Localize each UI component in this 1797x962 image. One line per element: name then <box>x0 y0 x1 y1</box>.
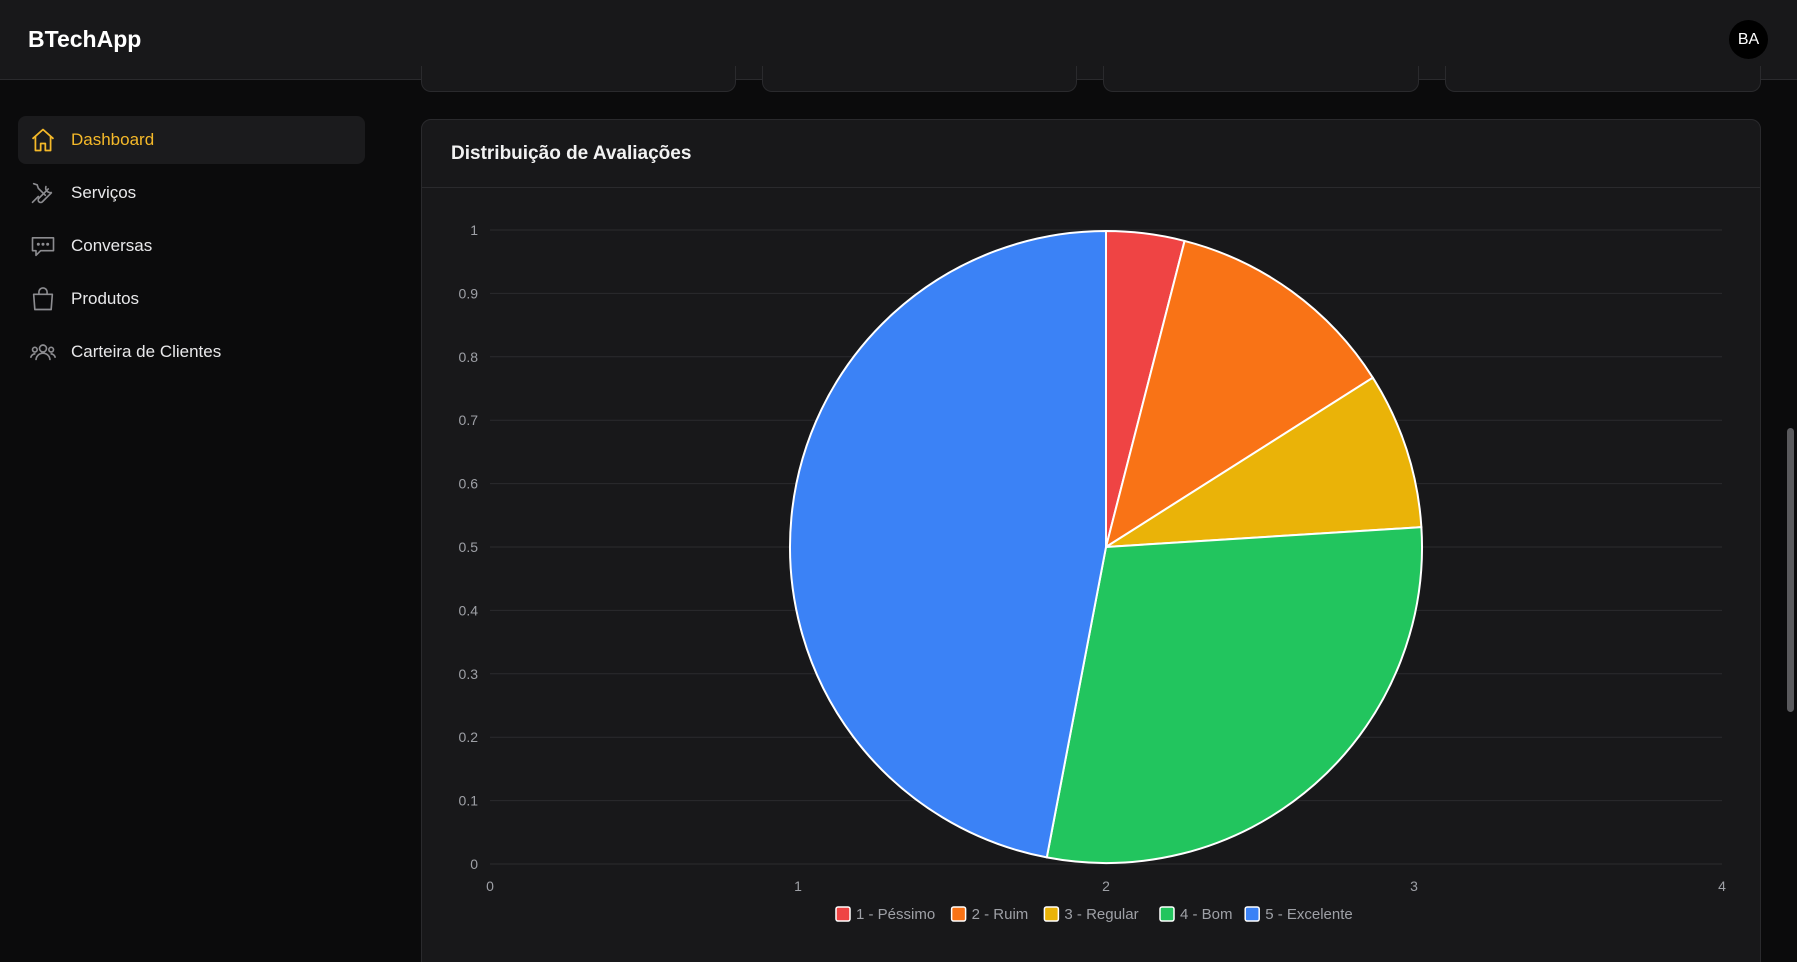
sidebar-item-produtos[interactable]: Produtos <box>18 275 365 323</box>
pie-slice[interactable] <box>1105 239 1374 548</box>
legend-item[interactable]: 2 - Ruim <box>950 906 1029 923</box>
x-tick-label: 1 <box>794 878 802 894</box>
legend-item[interactable]: 4 - Bom <box>1159 906 1233 923</box>
avatar[interactable]: BA <box>1729 20 1768 59</box>
legend-swatch <box>950 906 967 922</box>
legend-label: 1 - Péssimo <box>856 906 935 923</box>
y-tick-label: 0 <box>470 856 478 872</box>
home-icon <box>29 126 57 154</box>
bag-icon <box>29 285 57 313</box>
legend-swatch <box>1043 906 1060 922</box>
chat-icon <box>29 232 57 260</box>
sidebar-item-carteira-de-clientes[interactable]: Carteira de Clientes <box>18 328 365 376</box>
pie-slice[interactable] <box>1105 376 1423 548</box>
page-scrollbar[interactable] <box>1787 428 1794 712</box>
ratings-chart-card: Distribuição de Avaliações 0 0.1 0.2 0.3 0.4… <box>421 119 1761 962</box>
summary-card <box>1103 66 1419 92</box>
sidebar-item-label: Serviços <box>71 183 137 202</box>
y-tick-label: 0.4 <box>459 602 479 618</box>
legend-label: 2 - Ruim <box>972 906 1029 923</box>
sidebar-item-label: Dashboard <box>71 130 155 149</box>
sidebar-item-label: Carteira de Clientes <box>71 342 222 361</box>
y-tick-label: 0.7 <box>459 412 479 428</box>
y-tick-label: 0.2 <box>459 729 479 745</box>
sidebar: Dashboard Serviços Conversas Produtos Ca… <box>18 116 365 381</box>
y-tick-label: 0.8 <box>459 349 479 365</box>
sidebar-item-servicos[interactable]: Serviços <box>18 169 365 217</box>
y-tick-label: 0.6 <box>459 476 479 492</box>
sidebar-item-dashboard[interactable]: Dashboard <box>18 116 365 164</box>
sidebar-item-conversas[interactable]: Conversas <box>18 222 365 270</box>
chart-legend: 1 - Péssimo 2 - Ruim 3 - Regular 4 - Bom 5 -… <box>835 906 1353 923</box>
pie-slice[interactable] <box>789 230 1107 859</box>
pie-chart: 0 0.1 0.2 0.3 0.4 0.5 0.6 0.7 0.8 0.9 1 0 1 2 3 4 1 - P… <box>459 222 1727 923</box>
y-tick-label: 0.5 <box>459 539 479 555</box>
sidebar-item-label: Conversas <box>71 236 153 255</box>
legend-item[interactable]: 3 - Regular <box>1043 906 1139 923</box>
legend-item[interactable]: 5 - Excelente <box>1244 906 1353 923</box>
x-tick-label: 4 <box>1718 878 1726 894</box>
legend-label: 3 - Regular <box>1064 906 1138 923</box>
chart-ticks: 0 0.1 0.2 0.3 0.4 0.5 0.6 0.7 0.8 0.9 1 0 1 2 3 4 <box>459 222 1727 894</box>
summary-card <box>1445 66 1761 92</box>
chart-card-header: Distribuição de Avaliações <box>422 120 1760 188</box>
y-tick-label: 1 <box>470 222 478 238</box>
pie-slice[interactable] <box>1045 526 1423 864</box>
chart-title: Distribuição de Avaliações <box>451 142 692 164</box>
tools-icon <box>29 179 57 207</box>
legend-swatch <box>1244 906 1260 922</box>
legend-swatch <box>1159 906 1175 922</box>
y-tick-label: 0.9 <box>459 285 479 301</box>
x-tick-label: 3 <box>1410 878 1418 894</box>
summary-card <box>762 66 1077 92</box>
legend-swatch <box>835 906 851 922</box>
chart-slices <box>789 230 1423 864</box>
legend-label: 4 - Bom <box>1180 906 1233 923</box>
legend-item[interactable]: 1 - Péssimo <box>835 906 935 923</box>
app-title: BTechApp <box>28 26 142 52</box>
users-icon <box>29 338 57 366</box>
legend-label: 5 - Excelente <box>1265 906 1353 923</box>
x-tick-label: 0 <box>486 878 494 894</box>
sidebar-item-label: Produtos <box>71 289 140 308</box>
y-tick-label: 0.3 <box>459 666 479 682</box>
x-tick-label: 2 <box>1102 878 1110 894</box>
y-tick-label: 0.1 <box>459 793 479 809</box>
summary-card <box>421 66 736 92</box>
